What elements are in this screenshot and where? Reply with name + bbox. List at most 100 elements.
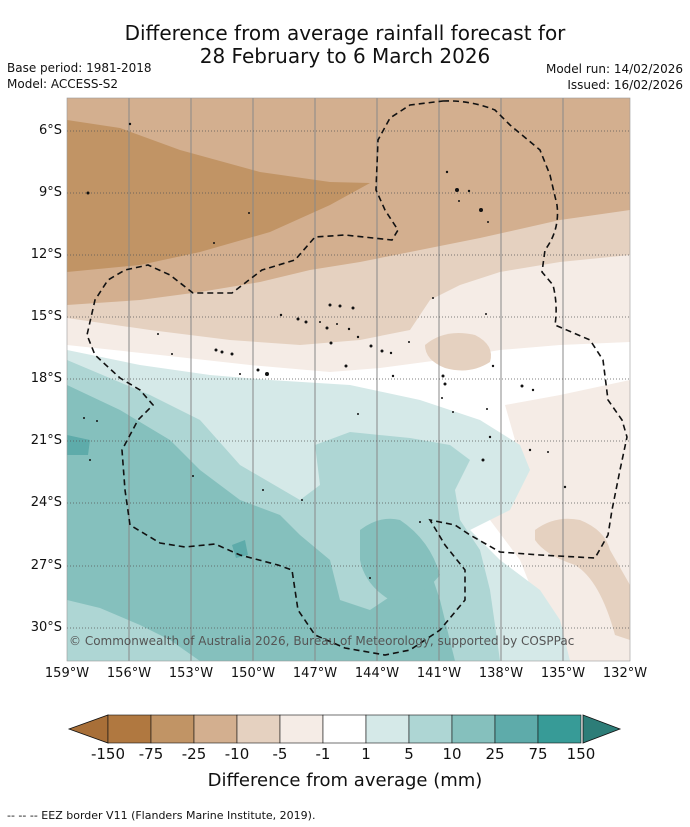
lat-label-12s: 12°S — [30, 247, 62, 262]
island — [347, 327, 351, 331]
colorbar — [67, 714, 622, 744]
island — [344, 364, 348, 368]
lat-label-18s: 18°S — [30, 371, 62, 386]
island — [214, 348, 218, 352]
island — [357, 413, 359, 415]
colorbar-cell — [279, 714, 324, 744]
island — [256, 368, 260, 372]
island — [441, 374, 445, 378]
colorbar-cell — [537, 714, 582, 744]
lat-label-9s: 9°S — [38, 185, 62, 200]
model-run: Model run: 14/02/2026 — [545, 62, 683, 76]
island — [547, 451, 549, 453]
colorbar-cell — [365, 714, 410, 744]
lat-label-24s: 24°S — [30, 495, 62, 510]
lon-label-138w: 138°W — [478, 666, 524, 681]
island — [455, 188, 459, 192]
island — [563, 485, 567, 489]
island — [265, 372, 269, 376]
model-name: Model: ACCESS-S2 — [7, 77, 119, 91]
zone-plus-10 — [67, 385, 455, 661]
island — [487, 221, 489, 223]
colorbar-cell — [107, 714, 152, 744]
issued-date: Issued: 16/02/2026 — [567, 78, 683, 92]
meta-left: Base period: 1981-2018 Model: ACCESS-S2 — [7, 60, 152, 92]
grid-lat-lines — [67, 130, 630, 629]
base-period: Base period: 1981-2018 — [7, 61, 152, 75]
colorbar-tick-label: 10 — [442, 745, 462, 763]
island — [248, 212, 250, 214]
copyright-text: © Commonwealth of Australia 2026, Bureau… — [69, 634, 575, 648]
colorbar-cell — [150, 714, 195, 744]
island — [230, 352, 234, 356]
colorbar-tick-label: -1 — [315, 745, 331, 763]
meta-right: Model run: 14/02/2026 Issued: 16/02/2026 — [546, 61, 683, 93]
zone-plus-10-blob — [360, 518, 440, 600]
lon-label-144w: 144°W — [354, 666, 400, 681]
island — [329, 341, 333, 345]
rainfall-map — [66, 97, 631, 662]
lat-label-15s: 15°S — [30, 309, 62, 324]
island — [279, 313, 283, 317]
island — [380, 349, 384, 353]
title-line-2: 28 February to 6 March 2026 — [199, 44, 491, 68]
zone-minus-25 — [67, 120, 370, 272]
zone-minus-5-blob — [425, 332, 491, 371]
colorbar-cell — [193, 714, 238, 744]
island — [369, 577, 371, 579]
lon-label-135w: 135°W — [540, 666, 586, 681]
island — [239, 373, 241, 375]
zone-minus-10 — [67, 98, 630, 305]
island — [419, 521, 421, 523]
islands — [83, 122, 567, 579]
island — [389, 351, 393, 355]
lon-label-147w: 147°W — [292, 666, 338, 681]
island — [528, 448, 532, 452]
island — [408, 341, 410, 343]
island — [485, 313, 487, 315]
island — [481, 458, 485, 462]
island — [445, 170, 449, 174]
colorbar-tick-label: 150 — [566, 745, 596, 763]
colorbar-tick-label: 1 — [361, 745, 371, 763]
colorbar-cell — [236, 714, 281, 744]
zone-minus-5-east — [535, 518, 630, 640]
footer-legend: -- -- -- EEZ border V11 (Flanders Marine… — [7, 809, 316, 822]
colorbar-title: Difference from average (mm) — [207, 770, 483, 791]
island — [369, 344, 373, 348]
island — [301, 499, 303, 501]
colorbar-min-arrow — [67, 714, 109, 744]
island — [325, 326, 329, 330]
island — [89, 459, 91, 461]
island — [128, 122, 132, 126]
island — [491, 364, 495, 368]
island — [83, 417, 85, 419]
title-line-1: Difference from average rainfall forecas… — [124, 21, 566, 45]
lat-label-30s: 30°S — [30, 620, 62, 635]
colorbar-tick-label: 75 — [528, 745, 548, 763]
lon-label-153w: 153°W — [168, 666, 214, 681]
island — [171, 353, 173, 355]
island — [157, 333, 159, 335]
island — [262, 489, 264, 491]
colorbar-cells — [107, 714, 582, 744]
colorbar-cell — [322, 714, 367, 744]
island — [486, 408, 488, 410]
colorbar-max-arrow — [582, 714, 622, 744]
island — [296, 317, 300, 321]
island — [520, 384, 524, 388]
island — [443, 382, 447, 386]
colorbar-cell — [451, 714, 496, 744]
island — [356, 335, 360, 339]
island — [86, 191, 90, 195]
lat-label-27s: 27°S — [30, 558, 62, 573]
zone-plus-25-blob — [232, 540, 248, 558]
island — [220, 350, 224, 354]
colorbar-cell — [408, 714, 453, 744]
island — [351, 306, 355, 310]
island — [96, 420, 98, 422]
island — [213, 242, 215, 244]
chart-title: Difference from average rainfall forecas… — [0, 22, 690, 68]
colorbar-tick-label: -150 — [90, 745, 126, 763]
lon-label-156w: 156°W — [106, 666, 152, 681]
